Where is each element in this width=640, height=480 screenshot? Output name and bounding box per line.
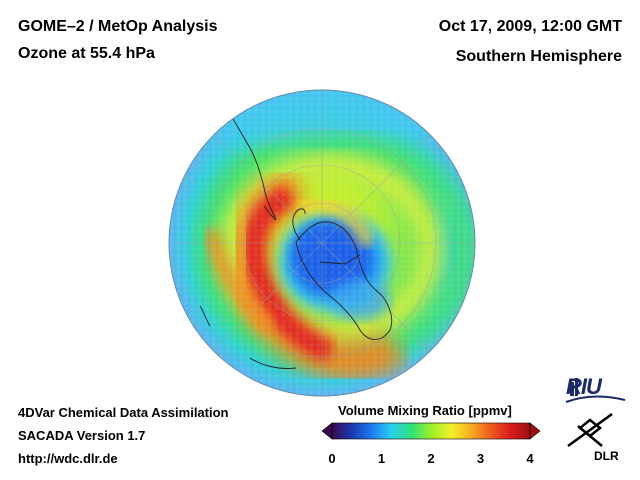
colorbar-tick-1: 1 xyxy=(377,451,386,466)
footer-line-2: SACADA Version 1.7 xyxy=(18,428,146,443)
title-line-1: GOME–2 / MetOp Analysis xyxy=(18,18,218,35)
colorbar-gradient xyxy=(332,423,530,439)
colorbar xyxy=(321,422,541,440)
colorbar-frame xyxy=(331,422,531,440)
dlr-logo-text: DLR xyxy=(594,449,619,463)
colorbar-tick-0: 0 xyxy=(328,451,336,466)
dlr-logo-mark xyxy=(567,412,613,448)
globe-field xyxy=(169,90,475,396)
title-line-2: Ozone at 55.4 hPa xyxy=(18,45,155,62)
colorbar-high-arrow xyxy=(529,422,541,440)
colorbar-low-arrow xyxy=(321,422,333,440)
colorbar-tick-3: 3 xyxy=(476,451,485,466)
footer-link[interactable]: http://wdc.dlr.de xyxy=(18,451,118,466)
riu-logo-text: RIU xyxy=(566,374,602,399)
colorbar-tick-2: 2 xyxy=(427,451,435,466)
footer-line-1: 4DVar Chemical Data Assimilation xyxy=(18,405,229,420)
colorbar-tick-4: 4 xyxy=(526,451,534,466)
date-label: Oct 17, 2009, 12:00 GMT xyxy=(438,18,622,35)
globe-outline xyxy=(168,89,476,397)
region-label: Southern Hemisphere xyxy=(455,48,622,65)
graticule xyxy=(169,90,475,396)
riu-logo-mark xyxy=(565,378,626,403)
colorbar-label: Volume Mixing Ratio [ppmv] xyxy=(338,403,512,418)
